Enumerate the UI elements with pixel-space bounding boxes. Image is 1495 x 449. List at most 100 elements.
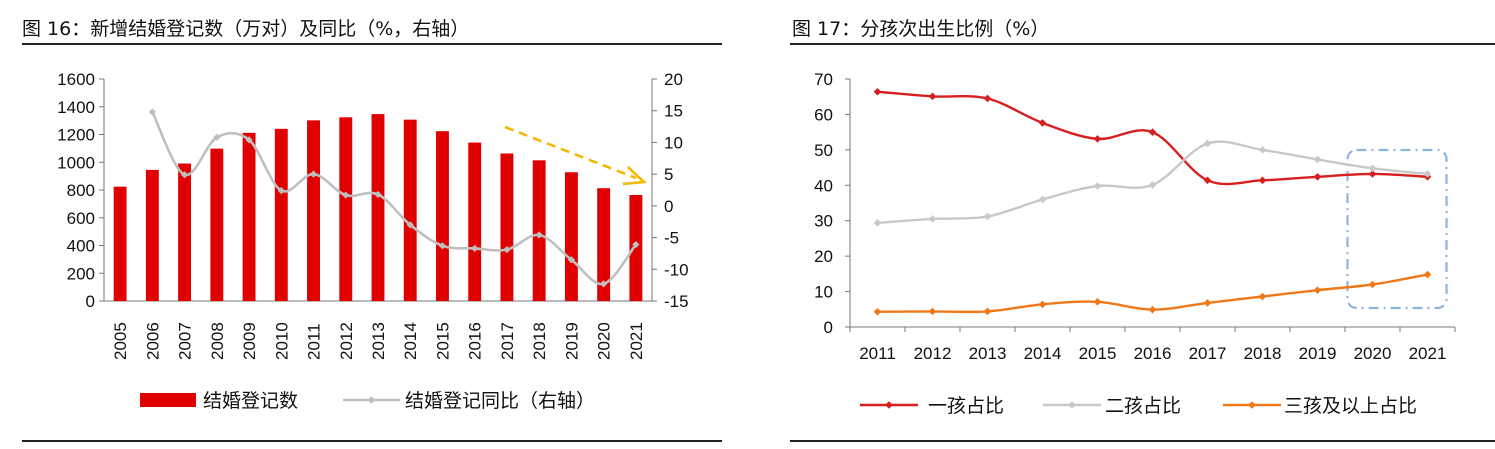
x-tick-label: 2017	[498, 322, 517, 360]
bar-2010	[274, 128, 288, 301]
legend-label-bar: 结婚登记数	[203, 390, 298, 412]
y-tick-label: 40	[814, 176, 833, 195]
yoy-point-2015	[438, 242, 447, 250]
series-2-point-2019	[1313, 155, 1322, 164]
series-2-point-2020	[1368, 164, 1377, 173]
series-3-point-2017	[1203, 299, 1212, 307]
x-tick-label: 2011	[305, 323, 324, 360]
left-y-tick-label: 200	[67, 264, 95, 283]
bottom-rule	[790, 440, 1495, 442]
top-rule	[22, 43, 722, 45]
bar-2020	[597, 188, 611, 301]
series-1-line	[877, 90, 1428, 186]
bar-2012	[339, 117, 353, 301]
left-y-tick-label: 800	[67, 181, 95, 200]
x-tick-label: 2014	[1024, 344, 1062, 363]
y-tick-label: 50	[814, 141, 833, 160]
series-3-point-2015	[1093, 298, 1102, 306]
x-tick-label: 2006	[143, 322, 162, 360]
top-rule	[790, 43, 1495, 45]
yoy-point-2017	[503, 246, 511, 254]
x-tick-label: 2016	[1134, 344, 1172, 363]
x-tick-label: 2009	[240, 322, 259, 360]
series-3-point-2011	[873, 307, 882, 316]
right-y-tick-label: 10	[664, 133, 683, 152]
series-1-point-2020	[1368, 170, 1377, 178]
left-y-tick-label: 0	[86, 292, 95, 311]
series-2-point-2013	[983, 212, 992, 221]
bar-2007	[178, 163, 192, 301]
right-y-tick-label: -10	[664, 260, 689, 279]
trend-arrow-shaft	[504, 125, 637, 180]
series-3-point-2016	[1148, 305, 1157, 314]
yoy-point-2010	[277, 187, 285, 195]
left-y-tick-label: 1600	[57, 70, 95, 89]
series-2-point-2012	[928, 215, 937, 223]
series-2-point-2016	[1148, 181, 1157, 189]
series-3-point-2021	[1423, 270, 1432, 279]
series-2-point-2015	[1093, 182, 1102, 190]
series-2-point-2018	[1258, 146, 1267, 154]
legend-swatch-marker	[367, 396, 376, 404]
left-y-tick-label: 1000	[57, 153, 95, 172]
bar-2013	[371, 114, 385, 301]
right-y-tick-label: -15	[664, 292, 689, 311]
yoy-point-2018	[535, 231, 543, 239]
x-tick-label: 2008	[208, 322, 227, 360]
highlight-box	[1346, 148, 1448, 310]
legend-label-line: 结婚登记同比（右轴）	[405, 390, 595, 412]
x-tick-label: 2015	[433, 322, 452, 360]
series-3-point-2012	[928, 307, 937, 316]
bar-2011	[307, 120, 320, 301]
bottom-rule	[22, 440, 722, 442]
series-1-point-2018	[1258, 176, 1267, 185]
bar-2009	[242, 132, 256, 301]
x-tick-label: 2019	[562, 322, 581, 360]
yoy-point-2008	[213, 133, 221, 141]
x-tick-label: 2010	[272, 322, 291, 360]
yoy-point-2012	[342, 191, 350, 199]
right-figure-panel: 图 17：分孩次出生比例（%） 0 10 20 30 40 50 60 70 2011 2012 2…	[760, 0, 1495, 449]
x-tick-label: 2021	[627, 322, 646, 360]
left-y-tick-label: 400	[67, 237, 95, 256]
bar-2019	[564, 172, 578, 301]
x-tick-label: 2007	[176, 322, 195, 360]
x-tick-label: 2015	[1079, 344, 1117, 363]
series-1-point-2017	[1203, 176, 1212, 185]
right-y-tick-label: 20	[664, 70, 683, 89]
x-tick-label: 2017	[1189, 344, 1227, 363]
series-1-point-2011	[873, 87, 882, 96]
yoy-point-2021	[632, 240, 640, 249]
legend-label-series-1: 一孩占比	[928, 395, 1004, 417]
yoy-line	[151, 111, 637, 286]
y-tick-label: 0	[824, 318, 833, 337]
legend-marker-series-2	[1068, 401, 1076, 409]
x-tick-label: 2012	[914, 344, 952, 363]
legend-label-series-2: 二孩占比	[1105, 395, 1181, 417]
legend-marker-series-3	[1248, 401, 1256, 409]
x-tick-label: 2011	[859, 344, 896, 363]
x-tick-label: 2021	[1409, 344, 1447, 363]
series-2-point-2014	[1038, 195, 1047, 204]
birth-order-chart: 0 10 20 30 40 50 60 70 2011 2012 2013 2014 2015 2016 2…	[814, 70, 1456, 417]
bar-2015	[436, 131, 449, 301]
yoy-point-2019	[567, 256, 576, 264]
x-tick-label: 2013	[969, 344, 1007, 363]
yoy-point-2013	[374, 190, 382, 199]
trend-arrow-head	[622, 166, 647, 186]
yoy-point-2016	[471, 244, 479, 252]
bar-2014	[403, 119, 417, 301]
legend-marker-series-1	[885, 401, 893, 409]
x-tick-label: 2012	[337, 322, 356, 360]
marriage-chart: 0 200 400 600 800 1000 1200 1400 1600 -15 -10 -5 0 5 1…	[57, 70, 689, 412]
yoy-point-2006	[148, 108, 156, 116]
x-tick-label: 2020	[595, 322, 614, 360]
y-tick-label: 60	[814, 105, 833, 124]
series-3-point-2018	[1258, 292, 1267, 301]
right-y-tick-label: -5	[664, 229, 679, 248]
y-tick-label: 10	[814, 283, 833, 302]
bar-2016	[468, 142, 482, 301]
yoy-point-2014	[406, 221, 414, 229]
series-3-point-2019	[1313, 286, 1322, 294]
series-2-point-2011	[873, 219, 882, 227]
